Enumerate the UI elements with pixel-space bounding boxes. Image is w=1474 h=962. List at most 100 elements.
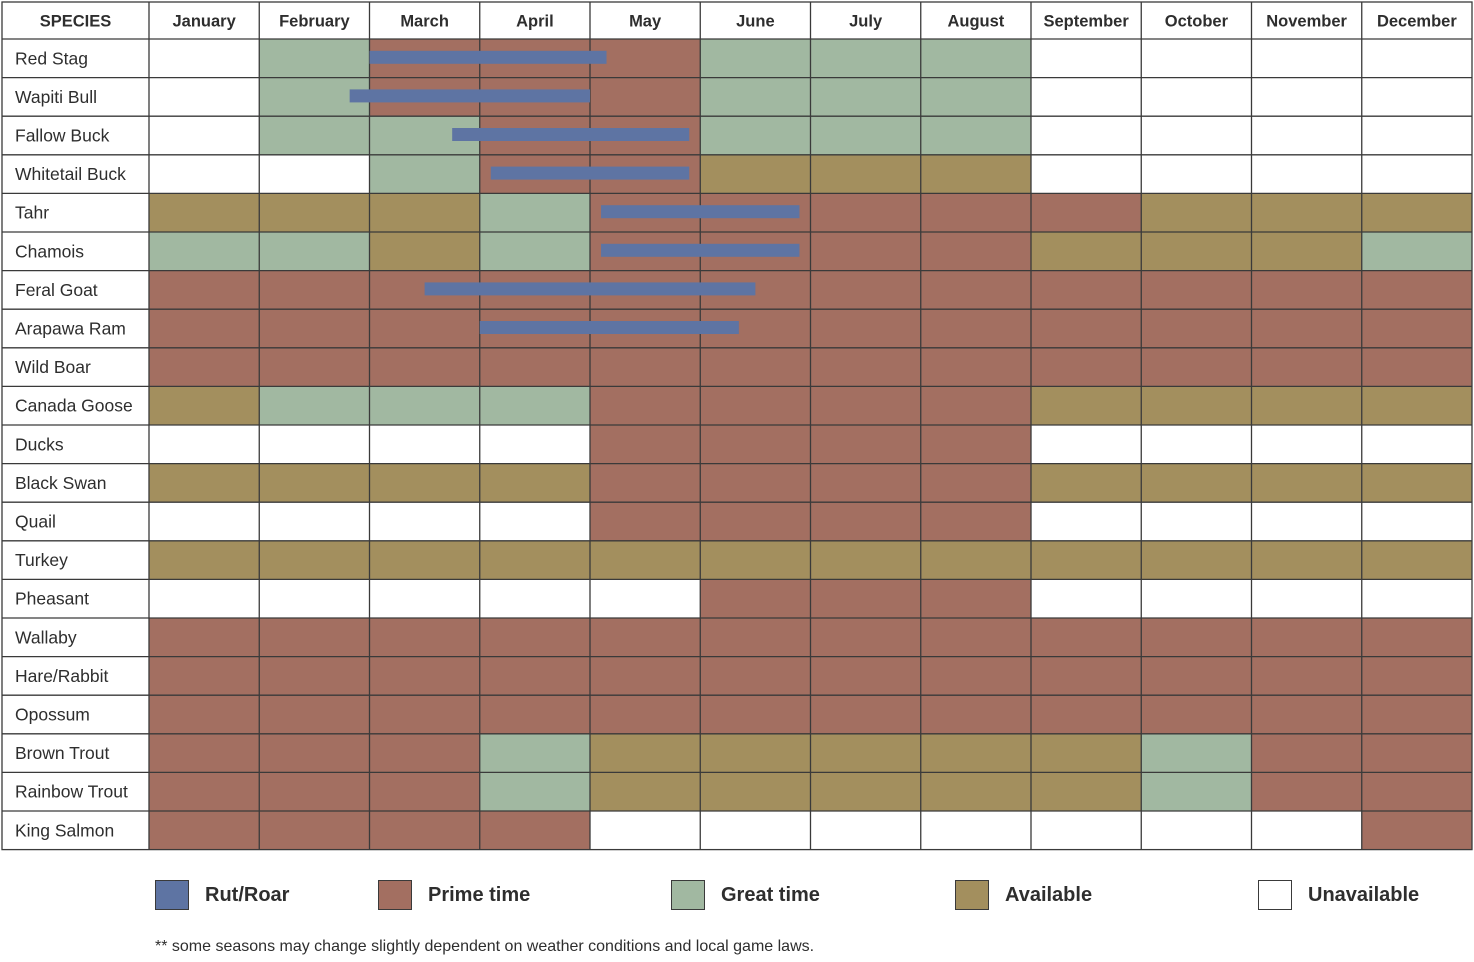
cell-ducks-june (700, 425, 811, 464)
cell-rainbow-trout-september (1031, 772, 1142, 811)
cell-king-salmon-april (479, 811, 590, 850)
cell-black-swan-august (920, 463, 1031, 503)
cell-rainbow-trout-june (700, 772, 811, 811)
cell-canada-goose-september (1031, 386, 1142, 425)
cell-opossum-october (1141, 695, 1252, 734)
cell-turkey-october (1141, 540, 1252, 580)
cell-quail-june (700, 502, 811, 541)
cell-whitetail-buck-january (149, 154, 260, 194)
cell-wallaby-april (479, 618, 590, 657)
cell-chamois-march (369, 232, 480, 271)
cell-chamois-december (1361, 232, 1472, 271)
header-month-january: January (172, 13, 236, 31)
cell-turkey-december (1361, 540, 1472, 580)
cell-king-salmon-june (700, 811, 811, 850)
cell-wapiti-bull-august (920, 77, 1031, 117)
legend-item-unavailable: Unavailable (1258, 880, 1419, 910)
cell-opossum-september (1031, 695, 1142, 734)
cell-hare-rabbit-june (700, 656, 811, 696)
cell-wapiti-bull-september (1031, 77, 1142, 117)
legend-swatch-rut-roar (155, 880, 189, 910)
cell-chamois-april (479, 232, 590, 271)
cell-red-stag-august (920, 39, 1031, 78)
cell-feral-goat-february (259, 270, 370, 310)
legend-label-prime-time: Prime time (428, 883, 531, 906)
cell-black-swan-march (369, 463, 480, 503)
row-label-wallaby: Wallaby (15, 627, 77, 647)
cell-wallaby-july (810, 618, 921, 657)
rut-bar-chamois (601, 243, 800, 257)
cell-opossum-january (149, 695, 260, 734)
cell-ducks-july (810, 425, 921, 464)
cell-canada-goose-november (1251, 386, 1362, 425)
row-label-wapiti-bull: Wapiti Bull (15, 87, 97, 107)
legend-item-available: Available (955, 880, 1092, 910)
cell-king-salmon-march (369, 811, 480, 850)
cell-pheasant-july (810, 579, 921, 618)
cell-brown-trout-october (1141, 733, 1252, 773)
cell-arapawa-ram-february (259, 309, 370, 348)
cell-whitetail-buck-july (810, 154, 921, 194)
cell-whitetail-buck-december (1361, 154, 1472, 194)
row-label-ducks: Ducks (15, 434, 64, 454)
cell-wallaby-december (1361, 618, 1472, 657)
cell-chamois-november (1251, 232, 1362, 271)
cell-rainbow-trout-february (259, 772, 370, 811)
row-label-canada-goose: Canada Goose (15, 396, 133, 416)
cell-arapawa-ram-december (1361, 309, 1472, 348)
cell-wapiti-bull-october (1141, 77, 1252, 117)
header-month-september: September (1043, 13, 1129, 31)
cell-opossum-april (479, 695, 590, 734)
cell-king-salmon-december (1361, 811, 1472, 850)
row-label-feral-goat: Feral Goat (15, 280, 98, 300)
cell-turkey-november (1251, 540, 1362, 580)
legend-swatch-unavailable (1258, 880, 1292, 910)
header-month-november: November (1266, 13, 1347, 31)
cell-ducks-november (1251, 425, 1362, 464)
cell-chamois-january (149, 232, 260, 271)
cell-feral-goat-november (1251, 270, 1362, 310)
cell-wapiti-bull-june (700, 77, 811, 117)
cell-rainbow-trout-october (1141, 772, 1252, 811)
hunting-season-chart: SPECIES January February March April May June J… (1, 1, 1473, 851)
header-species-label: SPECIES (40, 13, 112, 31)
cell-tahr-october (1141, 193, 1252, 232)
cell-canada-goose-june (700, 386, 811, 425)
cell-wallaby-january (149, 618, 260, 657)
header-month-june: June (736, 13, 775, 31)
legend-label-rut-roar: Rut/Roar (205, 883, 290, 906)
cell-chamois-july (810, 232, 921, 271)
cell-opossum-march (369, 695, 480, 734)
cell-tahr-november (1251, 193, 1362, 232)
row-label-tahr: Tahr (15, 203, 49, 223)
cell-quail-january (149, 502, 260, 541)
cell-ducks-february (259, 425, 370, 464)
rut-bar-tahr (601, 205, 800, 219)
cell-feral-goat-january (149, 270, 260, 310)
row-label-king-salmon: King Salmon (15, 820, 114, 840)
cell-black-swan-november (1251, 463, 1362, 503)
cell-turkey-june (700, 540, 811, 580)
row-label-chamois: Chamois (15, 241, 84, 261)
cell-wild-boar-october (1141, 347, 1252, 387)
cell-brown-trout-march (369, 733, 480, 773)
row-label-turkey: Turkey (15, 550, 68, 570)
cell-red-stag-november (1251, 39, 1362, 78)
header-month-december: December (1377, 13, 1457, 31)
cell-whitetail-buck-september (1031, 154, 1142, 194)
cell-hare-rabbit-november (1251, 656, 1362, 696)
cell-hare-rabbit-december (1361, 656, 1472, 696)
header-month-may: May (629, 13, 662, 31)
cell-wild-boar-april (479, 347, 590, 387)
cell-black-swan-december (1361, 463, 1472, 503)
cell-tahr-december (1361, 193, 1472, 232)
cell-pheasant-august (920, 579, 1031, 618)
cell-king-salmon-august (920, 811, 1031, 850)
legend-swatch-available (955, 880, 989, 910)
cell-black-swan-january (149, 463, 260, 503)
row-label-wild-boar: Wild Boar (15, 357, 91, 377)
cell-brown-trout-may (590, 733, 701, 773)
cell-king-salmon-february (259, 811, 370, 850)
cell-brown-trout-february (259, 733, 370, 773)
cell-brown-trout-april (479, 733, 590, 773)
